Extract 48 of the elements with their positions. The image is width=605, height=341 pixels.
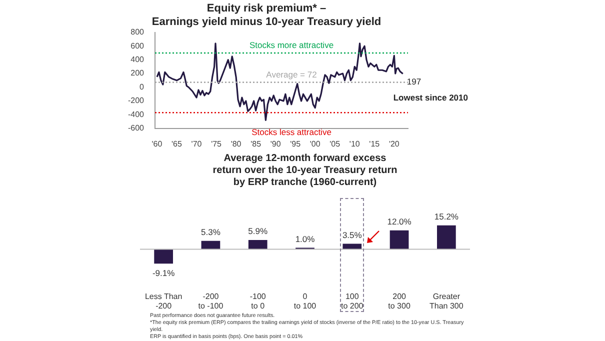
x-tick-label: -100 to 0: [250, 292, 266, 310]
x-tick-label: '20: [388, 139, 400, 148]
x-tick-label: Less Than -200: [144, 292, 182, 310]
bar: [390, 230, 409, 250]
x-tick-label: '80: [230, 139, 242, 148]
bar: [154, 249, 173, 264]
chart-title: Equity risk premium* – Earnings yield minus 10-year Treasury yield: [152, 2, 382, 28]
x-tick-label: 100 to 200: [341, 292, 364, 310]
chart-title: Average 12-month forward excess return over the 10-year Treasury return by ERP tranche (1960-current): [212, 152, 398, 188]
bar: [201, 240, 220, 250]
x-tick-label: '00: [310, 139, 321, 148]
x-tick-label: '85: [250, 139, 262, 148]
ref-line-label: Stocks less attractive: [252, 127, 332, 138]
annotation: Lowest since 2010: [393, 92, 468, 102]
y-tick-label: -200: [128, 96, 145, 106]
y-tick-label: -600: [128, 124, 145, 133]
bar: [437, 225, 456, 250]
bar: [248, 240, 268, 250]
x-tick-label: '90: [270, 139, 282, 148]
y-tick-label: 800: [130, 28, 145, 37]
x-tick-label: 0 to 100: [294, 292, 317, 310]
y-tick-label: 600: [130, 41, 145, 50]
data-label: 15.2%: [434, 211, 459, 222]
data-label: -9.1%: [152, 268, 176, 278]
data-label: 1.0%: [295, 234, 316, 244]
annotation: 197: [406, 76, 422, 86]
x-tick-label: '60: [152, 139, 163, 148]
x-tick-label: Greater Than 300: [430, 292, 464, 310]
x-tick-label: '10: [349, 139, 360, 148]
x-tick-label: '15: [369, 139, 380, 148]
x-tick-label: '05: [330, 139, 341, 148]
x-tick-label: '70: [191, 139, 202, 148]
data-label: 5.3%: [201, 227, 221, 238]
data-label: 5.9%: [248, 226, 268, 236]
y-tick-label: 0: [140, 82, 145, 92]
x-tick-label: -200 to -100: [198, 292, 224, 310]
ref-line-label: Stocks more attractive: [249, 40, 334, 50]
data-label: 12.0%: [387, 216, 412, 226]
bar: [342, 244, 362, 250]
data-label: 3.5%: [342, 230, 362, 240]
y-tick-label: 400: [130, 55, 145, 64]
y-tick-label: -400: [128, 110, 145, 119]
y-tick-label: 200: [130, 68, 145, 78]
ref-line-label: Average = 72: [266, 69, 318, 80]
x-tick-label: '95: [290, 139, 302, 148]
x-tick-label: '75: [211, 139, 222, 148]
x-tick-label: 200 to 300: [388, 292, 411, 310]
x-tick-label: '65: [172, 139, 183, 148]
